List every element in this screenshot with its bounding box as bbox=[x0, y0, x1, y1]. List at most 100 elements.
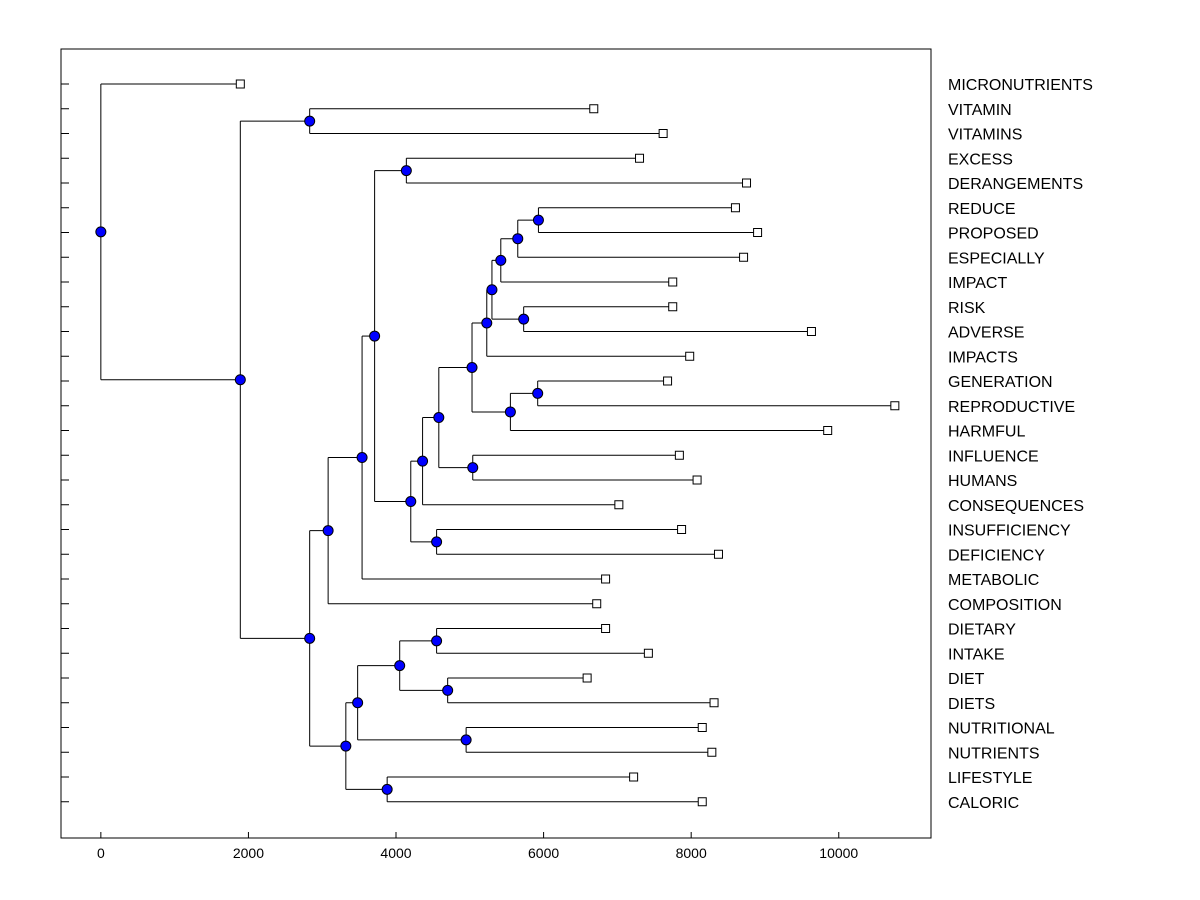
leaf-label-micronutrients: MICRONUTRIENTS bbox=[948, 77, 1093, 94]
merge-node-m6 bbox=[518, 313, 530, 325]
leaf-label-insufficiency: INSUFFICIENCY bbox=[948, 523, 1071, 540]
leaf-label-nutrients: NUTRIENTS bbox=[948, 745, 1040, 762]
leaf-marker-excess bbox=[635, 153, 645, 163]
merge-node-m1 bbox=[304, 115, 316, 127]
leaf-label-influence: INFLUENCE bbox=[948, 448, 1039, 465]
merge-node-m23 bbox=[460, 734, 472, 746]
merge-node-m26 bbox=[340, 740, 352, 752]
merge-node-m15 bbox=[431, 536, 443, 548]
leaf-label-adverse: ADVERSE bbox=[948, 325, 1024, 342]
leaf-label-diet: DIET bbox=[948, 671, 985, 688]
leaf-marker-vitamin bbox=[589, 104, 599, 114]
leaf-label-risk: RISK bbox=[948, 300, 986, 317]
merge-node-m21 bbox=[442, 684, 454, 696]
leaf-marker-influence bbox=[674, 450, 684, 460]
leaf-marker-harmful bbox=[823, 426, 833, 435]
merge-node-m13 bbox=[433, 412, 445, 424]
leaf-label-reproductive: REPRODUCTIVE bbox=[948, 399, 1075, 416]
leaf-marker-humans bbox=[692, 475, 702, 485]
leaf-marker-proposed bbox=[753, 228, 763, 237]
leaf-marker-derangements bbox=[742, 178, 752, 188]
plot-frame bbox=[60, 48, 932, 839]
leaf-label-derangements: DERANGEMENTS bbox=[948, 176, 1083, 193]
leaf-label-generation: GENERATION bbox=[948, 374, 1053, 391]
dendrogram-links bbox=[100, 83, 895, 803]
leaf-marker-impacts bbox=[685, 351, 695, 361]
merge-node-m12 bbox=[467, 462, 479, 474]
merge-node-m25 bbox=[381, 783, 393, 795]
merge-node-m3 bbox=[532, 214, 544, 226]
leaf-marker-impact bbox=[668, 277, 678, 287]
leaf-label-vitamins: VITAMINS bbox=[948, 127, 1022, 144]
merge-node-m28 bbox=[234, 374, 246, 386]
leaf-label-excess: EXCESS bbox=[948, 151, 1013, 168]
leaf-marker-metabolic bbox=[601, 574, 611, 584]
merge-node-m9 bbox=[532, 387, 544, 399]
leaf-marker-composition bbox=[592, 599, 602, 609]
x-tick-label: 10000 bbox=[819, 845, 858, 861]
leaf-marker-deficiency bbox=[713, 549, 723, 559]
x-tick-label: 8000 bbox=[676, 845, 707, 861]
leaf-marker-generation bbox=[663, 376, 673, 386]
leaf-marker-dietary bbox=[601, 624, 611, 633]
merge-node-m29 bbox=[95, 226, 107, 238]
merge-node-m7 bbox=[486, 284, 498, 296]
leaf-label-intake: INTAKE bbox=[948, 646, 1005, 663]
leaf-marker-especially bbox=[739, 252, 749, 262]
merge-node-m11 bbox=[466, 361, 478, 373]
leaf-marker-intake bbox=[643, 648, 653, 658]
leaf-label-composition: COMPOSITION bbox=[948, 597, 1062, 614]
leaf-label-lifestyle: LIFESTYLE bbox=[948, 770, 1032, 787]
merge-node-m17 bbox=[369, 330, 381, 342]
leaf-marker-nutrients bbox=[707, 747, 717, 757]
leaf-label-nutritional: NUTRITIONAL bbox=[948, 721, 1055, 738]
leaf-label-diets: DIETS bbox=[948, 696, 995, 713]
x-tick-label: 4000 bbox=[380, 845, 411, 861]
merge-node-m14 bbox=[417, 455, 429, 467]
leaf-marker-vitamins bbox=[658, 129, 668, 138]
merge-node-m24 bbox=[352, 697, 364, 709]
leaf-label-vitamin: VITAMIN bbox=[948, 102, 1012, 119]
leaf-marker-diet bbox=[582, 673, 592, 683]
merge-node-m18 bbox=[356, 452, 368, 464]
x-axis: 0 2000 4000 6000 8000 10000 bbox=[97, 832, 858, 861]
leaf-label-caloric: CALORIC bbox=[948, 795, 1019, 812]
merge-node-m10 bbox=[504, 406, 516, 418]
x-tick-label: 6000 bbox=[528, 845, 559, 861]
y-ticks bbox=[61, 83, 69, 803]
merge-node-m5 bbox=[495, 254, 507, 266]
leaf-marker-micronutrients bbox=[235, 79, 245, 89]
merge-node-m8 bbox=[481, 317, 493, 329]
leaf-label-proposed: PROPOSED bbox=[948, 226, 1039, 243]
leaf-marker-nutritional bbox=[697, 723, 707, 732]
leaf-label-metabolic: METABOLIC bbox=[948, 572, 1039, 589]
merge-node-m19 bbox=[322, 525, 334, 537]
merge-node-m2 bbox=[400, 165, 412, 177]
leaf-label-impact: IMPACT bbox=[948, 275, 1007, 292]
leaf-marker-adverse bbox=[806, 327, 816, 336]
leaf-marker-diets bbox=[709, 698, 719, 708]
leaf-marker-risk bbox=[668, 302, 678, 312]
leaf-label-especially: ESPECIALLY bbox=[948, 250, 1045, 267]
leaf-label-dietary: DIETARY bbox=[948, 622, 1016, 639]
leaf-label-deficiency: DEFICIENCY bbox=[948, 547, 1045, 564]
merge-node-m4 bbox=[512, 233, 524, 245]
leaf-marker-consequences bbox=[614, 500, 624, 510]
leaf-marker-reduce bbox=[730, 203, 740, 213]
merge-nodes bbox=[95, 115, 544, 795]
leaf-label-consequences: CONSEQUENCES bbox=[948, 498, 1084, 515]
leaf-labels: MICRONUTRIENTS VITAMIN VITAMINS EXCESS DERAN… bbox=[948, 77, 1093, 812]
merge-node-m20 bbox=[431, 635, 443, 647]
merge-node-m27 bbox=[304, 632, 316, 644]
merge-node-m16 bbox=[405, 496, 417, 508]
x-tick-label: 0 bbox=[97, 845, 105, 861]
leaf-marker-insufficiency bbox=[677, 525, 687, 534]
x-tick-label: 2000 bbox=[233, 845, 264, 861]
merge-node-m22 bbox=[394, 660, 406, 672]
leaf-marker-caloric bbox=[697, 797, 707, 807]
leaf-marker-lifestyle bbox=[629, 772, 639, 782]
leaf-label-harmful: HARMFUL bbox=[948, 424, 1025, 441]
leaf-marker-reproductive bbox=[890, 401, 900, 411]
leaf-markers bbox=[235, 79, 900, 807]
